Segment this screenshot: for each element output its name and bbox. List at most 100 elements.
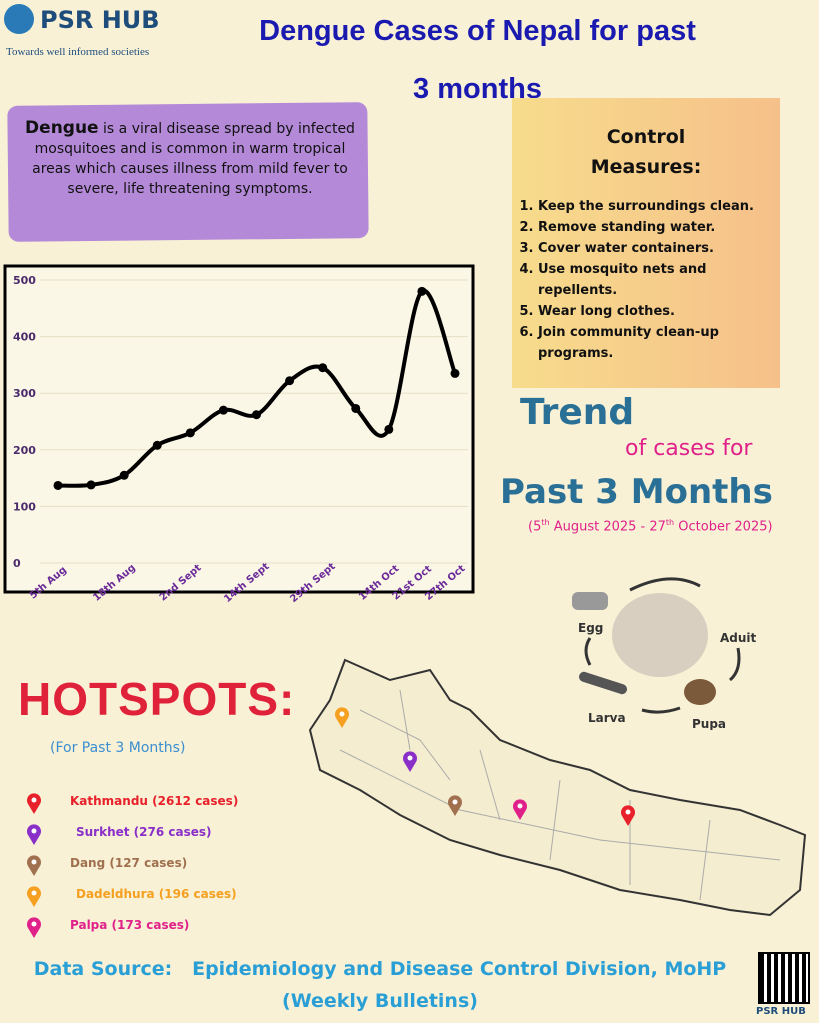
larva-label: Larva — [588, 711, 626, 725]
arrow — [629, 577, 701, 592]
pin — [27, 793, 41, 814]
trend-period: Past 3 Months — [500, 472, 773, 512]
control-title: Control Measures: — [512, 122, 780, 182]
hotspot-label: Surkhet (276 cases) — [76, 825, 212, 839]
control-item: Cover water containers. — [538, 238, 780, 259]
footer-note: (Weekly Bulletins) — [282, 990, 478, 1012]
point — [152, 440, 162, 450]
logo-icon — [4, 4, 34, 34]
pin-dot — [31, 828, 37, 834]
hotspot-pin — [27, 793, 41, 814]
map-pin-dot — [339, 711, 345, 717]
hotspot-item: Palpa (173 cases) — [24, 914, 284, 940]
point — [351, 403, 361, 413]
hotspot-label: Dadeldhura (196 cases) — [76, 887, 237, 901]
arrow — [728, 647, 741, 682]
control-title-line: Control — [606, 126, 686, 148]
district-lines — [339, 689, 781, 901]
point — [318, 363, 328, 373]
map-pin — [621, 805, 635, 826]
map-pin-dot — [452, 799, 458, 805]
range-sup: th — [541, 518, 550, 527]
point — [185, 428, 195, 438]
y-tick-label: 500 — [13, 274, 36, 287]
egg-icon — [572, 592, 608, 610]
map-pin-dot — [625, 809, 631, 815]
control-list: Keep the surroundings clean.Remove stand… — [512, 196, 780, 364]
adult-label: Aduit — [720, 631, 757, 645]
arrow — [584, 637, 592, 666]
point — [384, 424, 394, 434]
map-pin-dot — [407, 755, 413, 761]
pupa-icon — [684, 679, 716, 705]
point — [86, 480, 96, 490]
map-pin-dot — [517, 803, 523, 809]
pin-dot — [31, 921, 37, 927]
trend-range: (5th August 2025 - 27th October 2025) — [528, 518, 773, 534]
pin-dot — [31, 797, 37, 803]
footer-source: Data Source: Epidemiology and Disease Co… — [0, 958, 760, 980]
title: Dengue Cases of Nepal for past 3 months — [200, 2, 755, 118]
pupa-label: Pupa — [692, 717, 726, 730]
hotspot-label: Dang (127 cases) — [70, 856, 188, 870]
trend-sub: of cases for — [625, 436, 753, 461]
range-part: August 2025 - 27 — [549, 519, 666, 535]
point — [218, 405, 228, 415]
point — [417, 286, 427, 296]
control-box: Control Measures: Keep the surroundings c… — [512, 98, 780, 388]
map-pin — [403, 751, 417, 772]
pin — [27, 824, 41, 845]
hotspot-pin — [27, 917, 41, 938]
lifecycle: Egg Aduit Larva Pupa — [572, 577, 757, 730]
tagline: Towards well informed societies — [6, 46, 150, 58]
pin-dot — [31, 890, 37, 896]
hotspot-label: Palpa (173 cases) — [70, 918, 190, 932]
hotspot-item: Dadeldhura (196 cases) — [24, 883, 284, 909]
y-tick-label: 300 — [13, 387, 36, 400]
range-part: (5 — [528, 519, 542, 535]
hotspot-pin — [27, 855, 41, 876]
trend-title: Trend — [520, 392, 635, 433]
pin — [27, 855, 41, 876]
range-sup: th — [665, 518, 675, 527]
point — [285, 376, 295, 386]
definition-text: is a viral disease spread by infected mo… — [32, 121, 355, 197]
pin — [27, 917, 41, 938]
point — [450, 368, 460, 378]
title-line: Dengue Cases of Nepal for past — [259, 15, 696, 47]
point — [119, 470, 129, 480]
map-pin — [448, 795, 463, 816]
chart-frame — [3, 264, 475, 594]
arrow — [641, 706, 681, 714]
hotspot-pin — [27, 824, 41, 845]
hotspot-label: Kathmandu (2612 cases) — [70, 794, 239, 808]
y-tick-label: 0 — [13, 557, 21, 570]
definition: Dengue is a viral disease spread by infe… — [20, 118, 360, 199]
egg-label: Egg — [578, 621, 603, 635]
pin-dot — [31, 859, 37, 865]
control-item: Join community clean-up programs. — [538, 322, 780, 364]
control-item: Use mosquito nets and repellents. — [538, 259, 780, 301]
y-tick-label: 400 — [13, 331, 36, 344]
y-tick-label: 100 — [13, 500, 36, 513]
qr-code — [758, 952, 810, 1004]
hotspot-item: Dang (127 cases) — [24, 852, 284, 878]
map-pin — [513, 799, 527, 820]
y-tick-label: 200 — [13, 444, 36, 457]
pin — [27, 886, 41, 907]
nepal-outline — [308, 658, 807, 917]
map-pin — [335, 707, 349, 728]
map — [308, 658, 807, 917]
hotspot-pin — [27, 886, 41, 907]
hotspot-item: Kathmandu (2612 cases) — [24, 790, 284, 816]
qr-caption: PSR HUB — [756, 1006, 806, 1017]
control-item: Remove standing water. — [538, 217, 780, 238]
point — [252, 410, 261, 420]
larva-icon — [578, 671, 628, 695]
footer-label: Data Source: — [33, 958, 173, 980]
definition-term: Dengue — [25, 118, 99, 138]
hotspots-title: HOTSPOTS: — [18, 673, 296, 725]
range-part: October 2025) — [674, 519, 773, 535]
